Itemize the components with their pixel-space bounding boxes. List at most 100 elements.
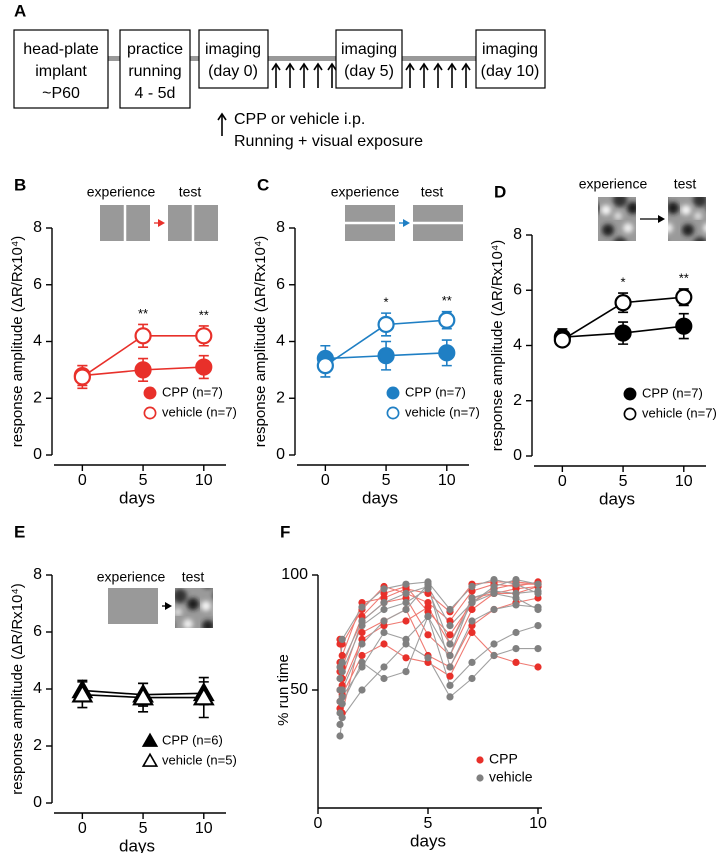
run-point: [358, 686, 366, 694]
legend-label: CPP (n=6): [162, 732, 223, 747]
x-tick-label: 10: [195, 472, 213, 489]
arrow-head: [217, 112, 227, 121]
significance: **: [679, 270, 689, 285]
arrow-head: [447, 62, 457, 71]
legend-marker: [143, 386, 157, 400]
inset-label: experience: [579, 176, 648, 192]
run-point: [402, 668, 410, 676]
arrow-head: [433, 62, 443, 71]
panel-label: D: [494, 182, 506, 201]
legend-label: vehicle (n=5): [162, 752, 237, 767]
run-point: [446, 663, 454, 671]
inset-label: test: [674, 176, 697, 192]
run-point: [446, 693, 454, 701]
legend-text: Running + visual exposure: [234, 133, 423, 150]
marker: [553, 331, 571, 349]
y-tick-label: 8: [33, 219, 42, 236]
run-point: [512, 628, 520, 637]
run-point: [358, 658, 366, 667]
x-tick-label: 10: [529, 815, 547, 832]
run-point: [534, 663, 542, 671]
x-tick-label: 5: [619, 473, 628, 490]
run-point: [490, 640, 498, 648]
x-tick-label: 5: [382, 472, 391, 489]
y-axis-label: response amplitude (ΔR/Rx10⁴): [9, 583, 26, 795]
legend-label: CPP (n=7): [405, 384, 466, 399]
run-point: [338, 700, 346, 708]
run-point: [402, 635, 410, 644]
run-line: [339, 614, 539, 725]
marker: [132, 686, 154, 706]
step-text: running: [128, 63, 181, 80]
run-point: [512, 658, 520, 667]
x-tick-label: 5: [139, 820, 148, 837]
y-tick-label: 0: [33, 794, 42, 811]
run-point: [512, 594, 520, 602]
run-point: [380, 628, 388, 637]
run-point: [512, 645, 520, 653]
marker: [614, 324, 632, 342]
run-point: [468, 628, 476, 637]
y-tick-label: 2: [33, 389, 42, 406]
x-axis-label: days: [410, 831, 446, 850]
y-tick-label: 6: [33, 623, 42, 640]
inset-label: test: [179, 184, 202, 200]
y-axis-label: response amplitude (ΔR/Rx10⁴): [489, 240, 506, 452]
run-point: [380, 585, 388, 593]
legend-marker: [623, 387, 637, 401]
run-point: [338, 651, 346, 660]
y-tick-label: 0: [276, 446, 285, 463]
run-point: [424, 585, 432, 593]
y-tick-label: 8: [513, 226, 522, 243]
x-tick-label: 0: [78, 820, 87, 837]
significance: **: [442, 293, 452, 308]
y-tick-label: 4: [513, 337, 522, 354]
step-text: (day 5): [344, 63, 394, 80]
step-text: ~P60: [42, 85, 80, 102]
step-text: 4 - 5d: [135, 85, 176, 102]
x-axis-label: days: [119, 836, 155, 853]
step-text: imaging: [205, 41, 261, 58]
run-point: [402, 599, 410, 607]
y-tick-label: 6: [276, 276, 285, 293]
marker: [675, 288, 693, 306]
run-point: [424, 603, 432, 611]
arrow-head: [299, 62, 309, 71]
run-point: [446, 640, 454, 648]
arrow-head: [405, 62, 415, 71]
run-point: [468, 658, 476, 667]
x-tick-label: 0: [558, 473, 567, 490]
run-point: [358, 640, 366, 648]
run-point: [402, 654, 410, 662]
step-text: head-plate: [23, 41, 99, 58]
run-point: [336, 709, 344, 717]
inset-label: test: [421, 184, 444, 200]
marker: [71, 683, 94, 703]
run-point: [424, 578, 432, 586]
legend-marker: [386, 386, 400, 400]
step-text: (day 10): [481, 63, 540, 80]
step-box: [475, 29, 546, 89]
run-point: [446, 651, 454, 660]
run-point: [380, 617, 388, 625]
connector: [268, 56, 336, 61]
run-point: [336, 686, 344, 694]
y-tick-label: 8: [33, 566, 42, 583]
run-point: [424, 612, 432, 621]
run-point: [424, 654, 432, 662]
legend-marker: [623, 407, 637, 421]
y-tick-label: 0: [33, 446, 42, 463]
run-point: [512, 580, 520, 588]
run-point: [336, 720, 344, 729]
step-text: implant: [35, 63, 87, 80]
run-point: [358, 603, 366, 611]
marker: [134, 327, 152, 345]
step-text: imaging: [482, 41, 538, 58]
run-point: [468, 605, 476, 614]
x-tick-label: 5: [139, 472, 148, 489]
run-point: [402, 580, 410, 588]
y-tick-label: 2: [513, 392, 522, 409]
run-point: [380, 663, 388, 671]
x-tick-label: 10: [438, 472, 456, 489]
